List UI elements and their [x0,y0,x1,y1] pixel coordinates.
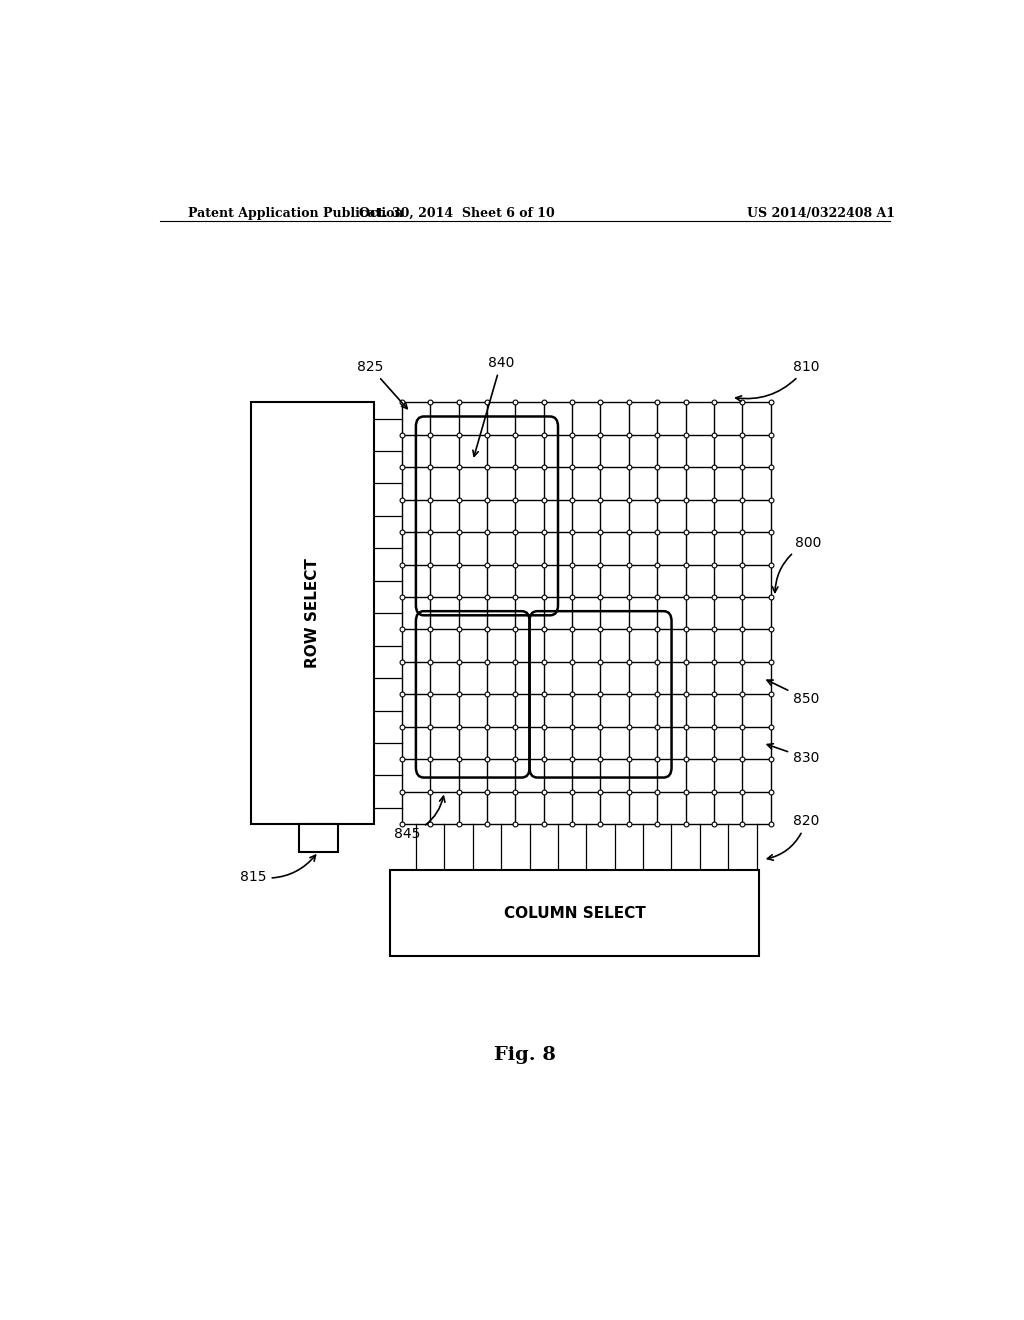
Text: COLUMN SELECT: COLUMN SELECT [504,906,645,920]
Text: 845: 845 [394,796,445,841]
Text: 800: 800 [772,536,821,593]
Text: 810: 810 [735,360,819,401]
Bar [390,870,759,956]
Text: 840: 840 [473,356,514,457]
Text: 815: 815 [241,855,315,884]
Text: 825: 825 [356,360,408,409]
Text: Fig. 8: Fig. 8 [494,1045,556,1064]
Text: 820: 820 [767,814,819,861]
Text: ROW SELECT: ROW SELECT [305,558,321,668]
Text: Oct. 30, 2014  Sheet 6 of 10: Oct. 30, 2014 Sheet 6 of 10 [359,207,555,220]
Text: Patent Application Publication: Patent Application Publication [187,207,403,220]
Text: 830: 830 [767,743,819,766]
Text: US 2014/0322408 A1: US 2014/0322408 A1 [748,207,895,220]
Bar [251,403,374,824]
Bar [299,824,338,851]
Text: 850: 850 [767,680,819,706]
